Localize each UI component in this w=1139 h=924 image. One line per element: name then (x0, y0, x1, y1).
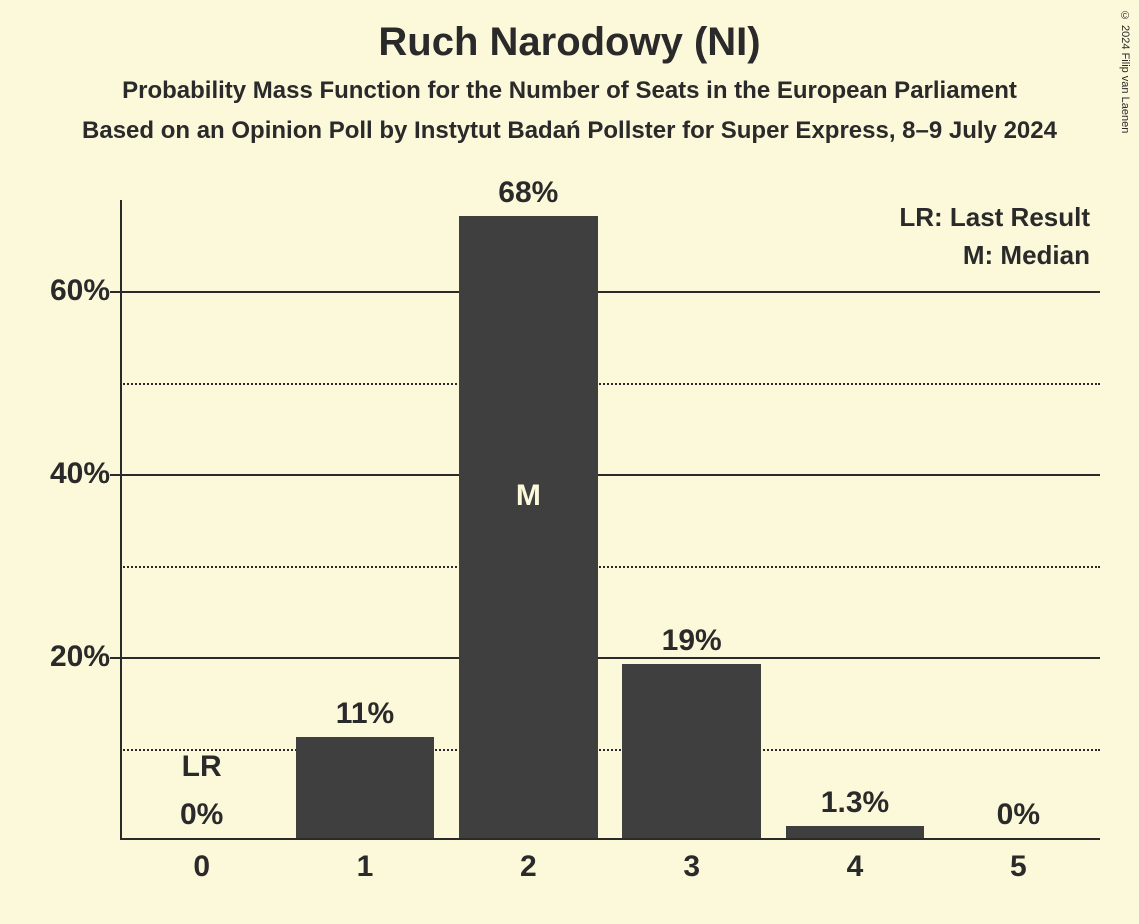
bar (296, 737, 435, 838)
x-axis-label: 2 (520, 850, 537, 884)
y-axis-tick (110, 291, 120, 293)
y-axis-label: 20% (10, 640, 110, 674)
copyright-text: © 2024 Filip van Laenen (1119, 10, 1131, 133)
gridline-minor (120, 383, 1100, 385)
chart-subtitle-1: Probability Mass Function for the Number… (0, 77, 1139, 105)
gridline-minor (120, 749, 1100, 751)
chart-title: Ruch Narodowy (NI) (0, 0, 1139, 65)
y-axis-label: 40% (10, 457, 110, 491)
x-axis (120, 838, 1100, 840)
bar-value-label: 0% (180, 798, 223, 832)
x-axis-label: 5 (1010, 850, 1027, 884)
bar (459, 216, 598, 838)
chart-subtitle-2: Based on an Opinion Poll by Instytut Bad… (0, 117, 1139, 145)
legend-median: M: Median (963, 240, 1090, 271)
x-axis-label: 4 (847, 850, 864, 884)
gridline-minor (120, 566, 1100, 568)
x-axis-label: 0 (193, 850, 210, 884)
median-marker: M (516, 479, 541, 513)
bar-value-label: 1.3% (821, 786, 889, 820)
y-axis (120, 200, 122, 840)
y-axis-label: 60% (10, 274, 110, 308)
bar (622, 664, 761, 838)
x-axis-label: 1 (357, 850, 374, 884)
gridline-major (120, 474, 1100, 476)
y-axis-tick (110, 474, 120, 476)
y-axis-tick (110, 657, 120, 659)
gridline-major (120, 657, 1100, 659)
bar-value-label: 0% (997, 798, 1040, 832)
legend-last-result: LR: Last Result (899, 202, 1090, 233)
last-result-marker: LR (182, 750, 222, 784)
bar-value-label: 68% (498, 176, 558, 210)
chart-plot-area: 20%40%60%0%0LR11%168%2M19%31.3%40%5LR: L… (120, 200, 1100, 840)
bar-value-label: 11% (336, 697, 394, 731)
x-axis-label: 3 (683, 850, 700, 884)
gridline-major (120, 291, 1100, 293)
bar-value-label: 19% (662, 624, 722, 658)
bar (786, 826, 925, 838)
